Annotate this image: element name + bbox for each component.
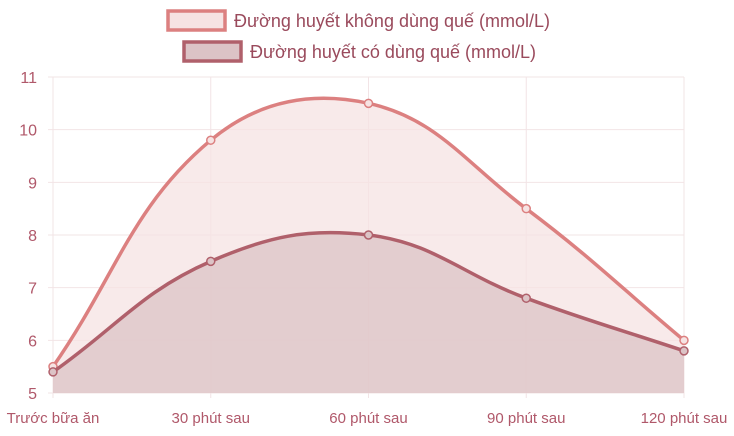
legend-swatch-2 <box>182 40 243 63</box>
data-point <box>206 256 216 267</box>
x-axis: Trước bữa ăn 30 phút sau 60 phút sau 90 phú… <box>7 410 728 427</box>
legend[interactable]: Đường huyết không dùng quế (mmol/L) Đường… <box>166 9 550 63</box>
data-point <box>48 367 58 377</box>
legend-swatch-1 <box>166 9 227 32</box>
series-area-2 <box>53 232 684 393</box>
data-point <box>363 98 374 109</box>
data-point <box>206 135 216 145</box>
series-group <box>48 96 689 393</box>
x-tick-label: 120 phút sau <box>641 410 728 427</box>
y-tick-label: 8 <box>28 228 37 245</box>
data-point <box>679 335 689 346</box>
legend-label-1: Đường huyết không dùng quế (mmol/L) <box>234 11 550 31</box>
x-tick-label: 60 phút sau <box>329 410 407 427</box>
data-point <box>521 203 531 214</box>
y-tick-label: 9 <box>28 175 37 192</box>
y-tick-label: 7 <box>28 281 37 298</box>
y-tick-label: 11 <box>20 70 37 87</box>
y-tick-label: 10 <box>19 123 37 140</box>
y-tick-label: 5 <box>28 386 37 403</box>
data-point <box>679 346 689 356</box>
y-tick-label: 6 <box>28 333 37 350</box>
data-point <box>521 293 531 303</box>
x-tick-label: Trước bữa ăn <box>7 410 100 427</box>
data-point <box>363 230 374 240</box>
x-tick-label: 30 phút sau <box>172 410 250 427</box>
x-tick-label: 90 phút sau <box>487 410 565 427</box>
legend-label-2: Đường huyết có dùng quế (mmol/L) <box>250 42 536 62</box>
y-axis: 5 6 7 8 9 10 11 <box>19 70 37 403</box>
